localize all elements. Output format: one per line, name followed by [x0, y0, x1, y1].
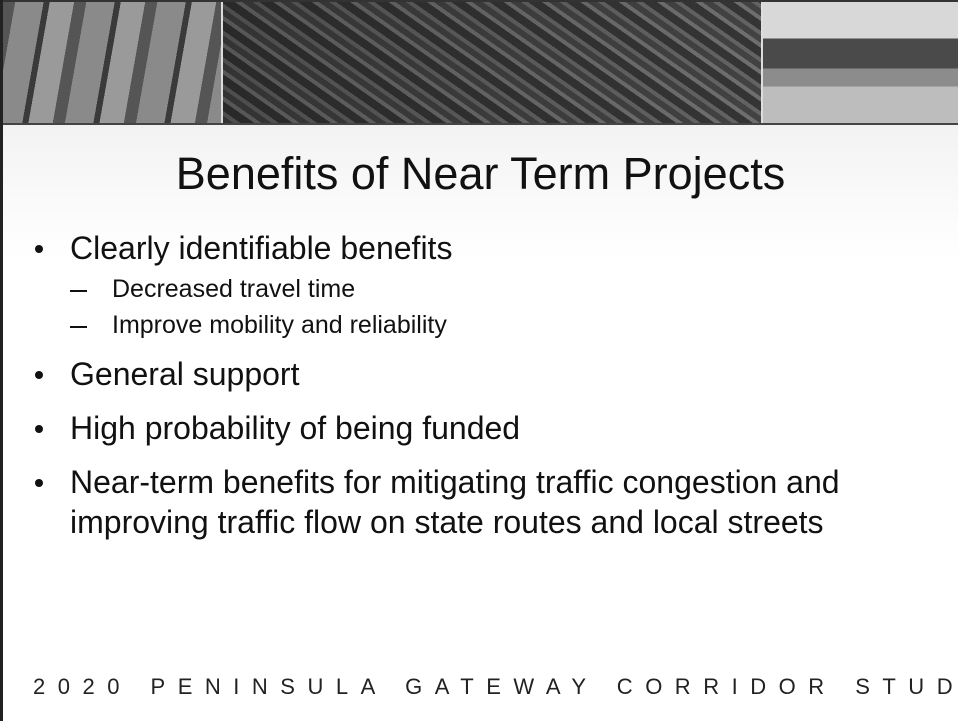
- bullet-item: Near-term benefits for mitigating traffi…: [33, 462, 933, 542]
- bullet-item: General support: [33, 354, 933, 394]
- bullet-group: General support: [33, 354, 933, 394]
- slide: Benefits of Near Term Projects Clearly i…: [0, 0, 958, 721]
- bullet-list: Clearly identifiable benefits Decreased t…: [33, 228, 933, 556]
- sub-bullet-text: Improve mobility and reliability: [112, 311, 447, 339]
- bullet-dot: [35, 245, 43, 253]
- bullet-text: General support: [70, 356, 299, 392]
- sub-bullet: Improve mobility and reliability: [70, 310, 933, 340]
- bullet-item: High probability of being funded: [33, 408, 933, 448]
- bullet-group: Clearly identifiable benefits Decreased t…: [33, 228, 933, 340]
- highway-photo: [3, 2, 223, 123]
- slide-title: Benefits of Near Term Projects: [3, 148, 958, 200]
- sub-bullet-text: Decreased travel time: [112, 275, 355, 303]
- bullet-group: High probability of being funded: [33, 408, 933, 448]
- bullet-dot: [35, 479, 43, 487]
- sub-bullet-dash: [70, 290, 87, 292]
- bullet-text: Near-term benefits for mitigating traffi…: [70, 464, 840, 540]
- sub-bullet: Decreased travel time: [70, 274, 933, 304]
- bullet-dot: [35, 371, 43, 379]
- bullet-text: High probability of being funded: [70, 410, 520, 446]
- bullet-dot: [35, 425, 43, 433]
- footer: 2020 PENINSULA GATEWAY CORRIDOR STUDY: [33, 674, 958, 700]
- bullet-item: Clearly identifiable benefits Decreased t…: [33, 228, 933, 340]
- bullet-text: Clearly identifiable benefits: [70, 230, 452, 266]
- header-banner: [3, 0, 958, 125]
- aerial-photo: [223, 2, 763, 123]
- sub-bullet-dash: [70, 326, 87, 328]
- bullet-group: Near-term benefits for mitigating traffi…: [33, 462, 933, 542]
- bridge-photo: [763, 2, 958, 123]
